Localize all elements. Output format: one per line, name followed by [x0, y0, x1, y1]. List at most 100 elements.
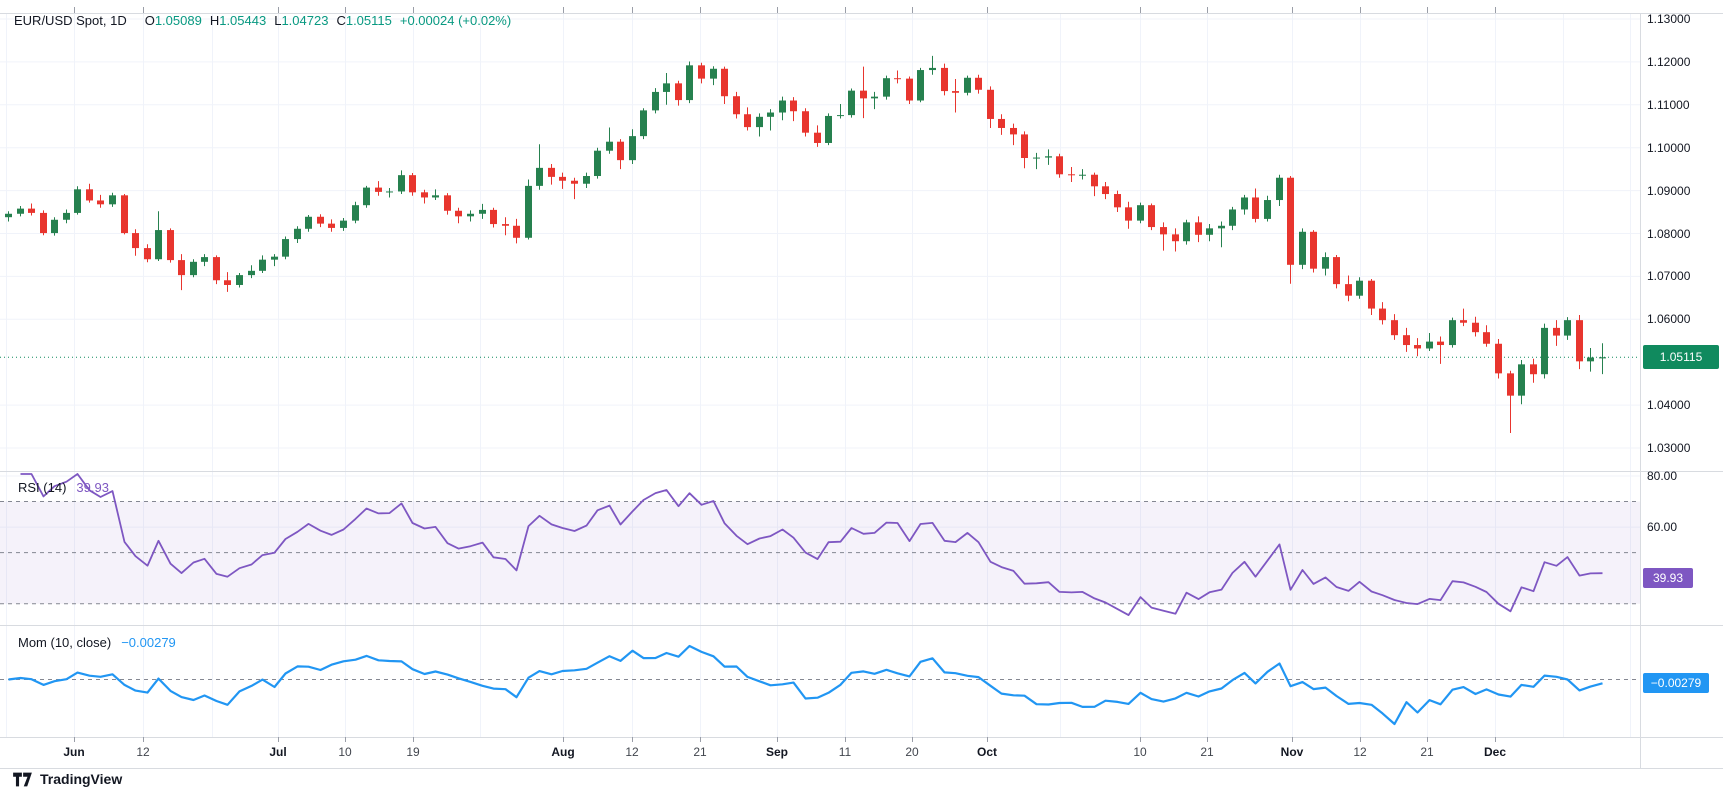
candle-body-up: [109, 195, 116, 205]
candle-body-down: [1195, 222, 1202, 235]
momentum-legend[interactable]: Mom (10, close) −0.00279: [18, 635, 176, 650]
tradingview-logo-icon: [13, 772, 32, 786]
candle-body-up: [767, 112, 774, 117]
candle-body-down: [698, 65, 705, 79]
rsi-legend[interactable]: RSI (14) 39.93: [18, 480, 109, 495]
candle-body-up: [525, 185, 532, 238]
time-axis-label: Sep: [765, 745, 789, 759]
candle-body-down: [1391, 320, 1398, 336]
candle-body-down: [1379, 308, 1386, 321]
candle-body-up: [294, 228, 301, 240]
candle-body-down: [317, 216, 324, 224]
candle-body-down: [814, 132, 821, 143]
last-price-tag[interactable]: 1.05115: [1643, 345, 1719, 370]
time-axis-label: 20: [905, 745, 919, 759]
candle-body-down: [721, 68, 728, 97]
price-axis-label: 1.12000: [1647, 54, 1691, 69]
rsi-pane[interactable]: [0, 471, 1640, 625]
close-label: C: [336, 13, 346, 28]
candle-body-up: [1356, 280, 1363, 296]
price-axis-label: 1.08000: [1647, 226, 1691, 241]
candle-body-up: [1276, 177, 1283, 201]
time-scale[interactable]: [0, 737, 1640, 768]
candle-body-down: [1010, 127, 1017, 135]
time-axis-label: 10: [1133, 745, 1147, 759]
time-axis-label: Aug: [551, 745, 575, 759]
rsi-value-tag[interactable]: 39.93: [1643, 568, 1693, 589]
candle-body-up: [1206, 228, 1213, 235]
candle-body-down: [941, 67, 948, 92]
candle-body-down: [1553, 327, 1560, 336]
candle-body-down: [802, 111, 809, 133]
time-axis-label: 21: [693, 745, 707, 759]
candle-body-up: [1299, 231, 1306, 265]
candle-body-up: [964, 77, 971, 93]
candle-body-down: [1576, 320, 1583, 362]
candle-body-down: [1125, 207, 1132, 221]
candle-body-down: [1114, 194, 1121, 208]
candle-body-down: [1530, 364, 1537, 375]
candle-body-down: [733, 96, 740, 115]
candle-body-up: [340, 220, 347, 228]
candle-body-down: [860, 90, 867, 99]
price-axis-label: 1.11000: [1647, 97, 1690, 112]
candle-body-down: [1414, 345, 1421, 349]
candle-body-up: [1564, 320, 1571, 336]
symbol-legend[interactable]: EUR/USD Spot, 1D O1.05089 H1.05443 L1.04723…: [14, 13, 511, 28]
candle-body-down: [513, 225, 520, 238]
candle-body-up: [51, 219, 58, 234]
candle-body-down: [790, 100, 797, 112]
time-axis-label: 12: [1353, 745, 1367, 759]
open-label: O: [144, 13, 155, 28]
candle-body-down: [559, 176, 566, 181]
candle-body-down: [1068, 174, 1075, 176]
candle-body-up: [201, 257, 208, 262]
candle-body-up: [1264, 200, 1271, 219]
candle-body-up: [779, 100, 786, 113]
candle-body-down: [906, 78, 913, 101]
candle-body-up: [756, 116, 763, 128]
high-value: 1.05443: [219, 13, 267, 28]
price-axis-label: 1.06000: [1647, 312, 1691, 327]
momentum-pane[interactable]: [0, 625, 1640, 737]
symbol-title: EUR/USD Spot, 1D: [14, 13, 127, 28]
candle-body-down: [502, 224, 509, 226]
time-axis-label: 12: [625, 745, 639, 759]
price-axis-label: 1.13000: [1647, 12, 1691, 26]
candle-body-up: [871, 96, 878, 99]
candle-body-up: [1518, 364, 1525, 396]
candle-body-up: [929, 67, 936, 71]
candle-body-down: [998, 118, 1005, 128]
candle-body-down: [455, 210, 462, 217]
candle-body-down: [1472, 322, 1479, 333]
time-axis-label: Nov: [1280, 745, 1304, 759]
price-pane[interactable]: [0, 13, 1640, 471]
rsi-axis-label: 80.00: [1647, 469, 1678, 483]
candle-body-up: [248, 270, 255, 276]
candle-body-down: [571, 180, 578, 184]
candle-body-up: [363, 187, 370, 206]
candle-body-up: [1587, 357, 1594, 362]
candle-body-up: [1079, 174, 1086, 176]
price-axis-label: 1.07000: [1647, 269, 1691, 284]
candle-body-down: [1252, 197, 1259, 219]
price-scale[interactable]: [1640, 13, 1723, 737]
candle-body-down: [1483, 332, 1490, 344]
change-value: +0.00024 (+0.02%): [399, 13, 512, 28]
time-axis-label: 11: [838, 745, 852, 759]
candle-body-up: [583, 176, 590, 184]
candle-body-down: [328, 223, 335, 228]
candle-body-down: [86, 189, 93, 201]
candle-body-down: [409, 175, 416, 193]
candle-body-up: [1241, 197, 1248, 210]
time-axis-label: Jul: [269, 745, 287, 759]
tradingview-logo[interactable]: TradingView: [12, 771, 122, 787]
momentum-value-tag[interactable]: −0.00279: [1643, 672, 1709, 693]
candle-body-up: [1137, 205, 1144, 221]
momentum-value: −0.00279: [121, 635, 176, 650]
candle-body-up: [259, 259, 266, 271]
candle-body-down: [224, 280, 231, 285]
candle-body-down: [1160, 227, 1167, 235]
rsi-value: 39.93: [76, 480, 109, 495]
